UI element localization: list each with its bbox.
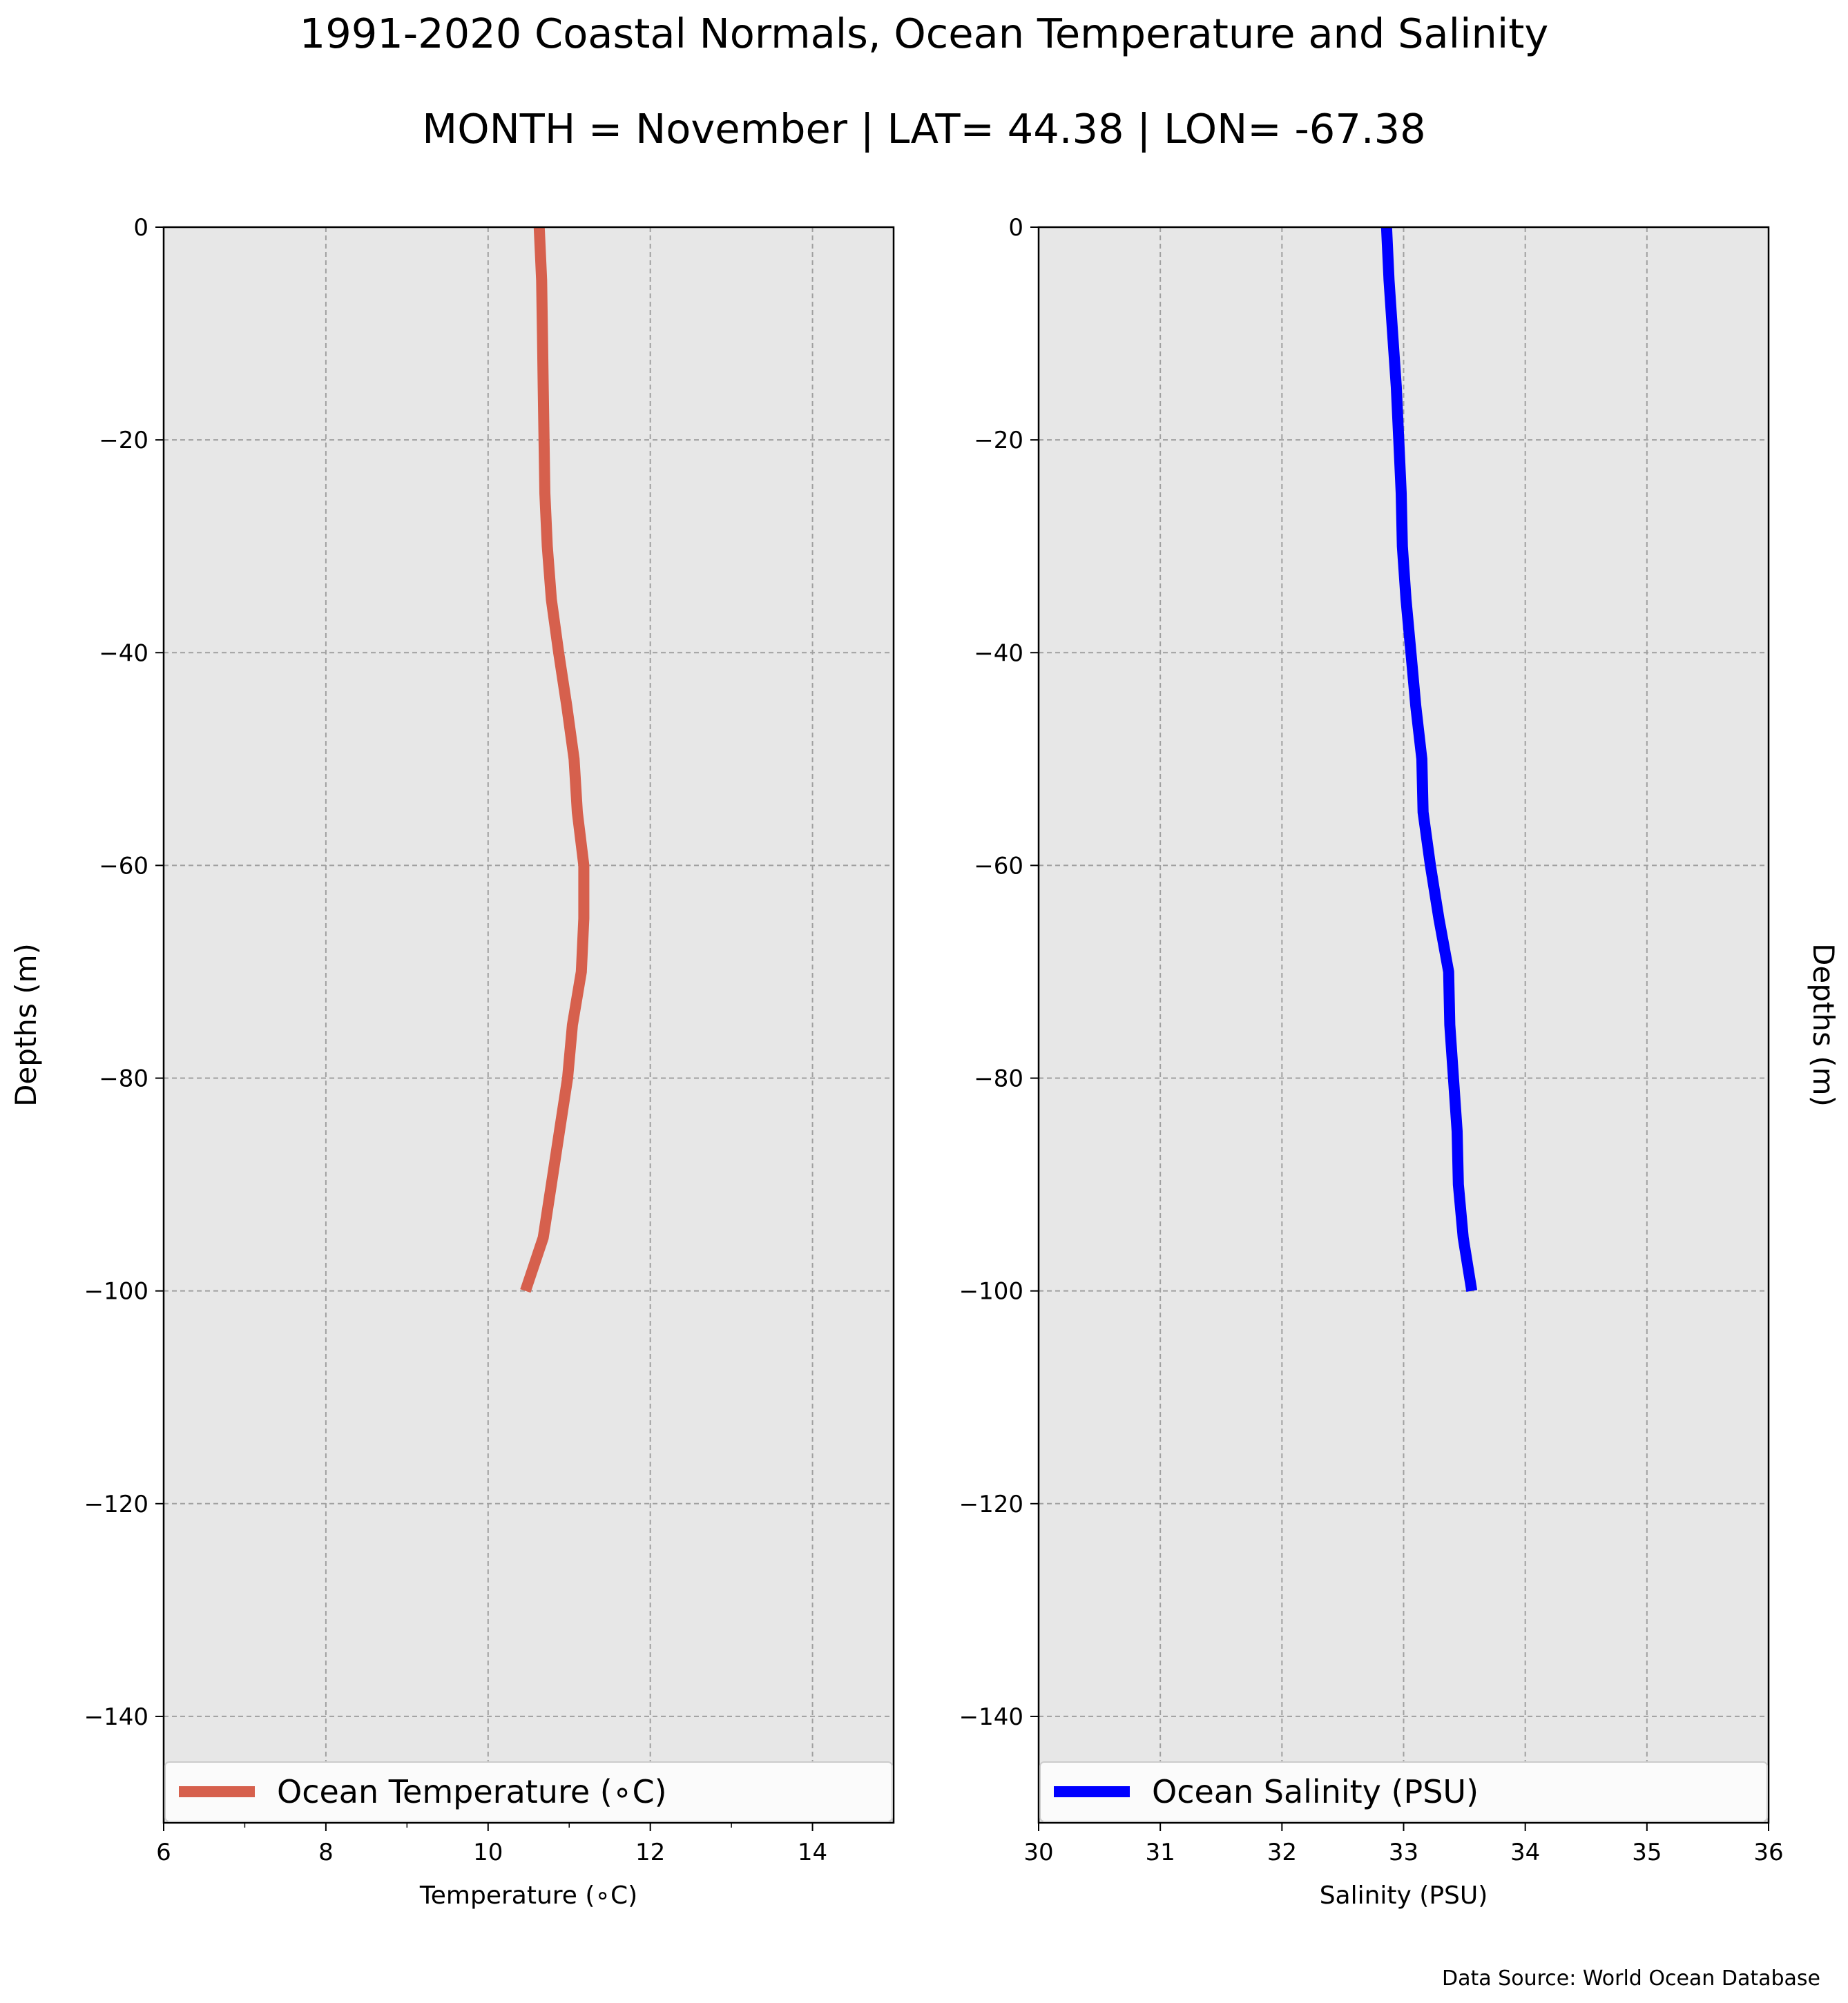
sal-xtick-label: 30	[1023, 1839, 1053, 1866]
temp-xtick-label: 6	[156, 1839, 171, 1866]
sal-legend-label: Ocean Salinity (PSU)	[1152, 1773, 1479, 1810]
sal-ytick-label: −40	[974, 639, 1023, 667]
sal-xtick-label: 31	[1146, 1839, 1175, 1866]
sal-chart: 30 31 32 33 34 35 36 0 −20 −40 −60 −80 −100 −120 −140 O…	[959, 214, 1840, 1910]
temp-xtick-label: 14	[798, 1839, 827, 1866]
temp-ytick-label: −80	[99, 1065, 148, 1093]
temp-ytick-label: 0	[133, 214, 148, 242]
data-source-note: Data Source: World Ocean Database	[1442, 1966, 1820, 1991]
sal-axes-frame	[1037, 226, 1770, 1824]
temp-ytick-label: −20	[99, 427, 148, 454]
chart-title: 1991-2020 Coastal Normals, Ocean Tempera…	[299, 10, 1549, 57]
temp-series-line	[520, 226, 590, 1293]
temp-legend-box	[164, 1761, 893, 1822]
temp-axes-frame	[162, 226, 895, 1824]
sal-ytick-label: −80	[974, 1065, 1023, 1093]
temp-ytick-label: −120	[84, 1491, 148, 1518]
sal-ytick-label: −120	[959, 1491, 1023, 1518]
temp-plot-area	[164, 227, 894, 1823]
sal-series-line	[1380, 226, 1478, 1292]
sal-xtick-label: 34	[1510, 1839, 1540, 1866]
sal-ytick-label: −60	[974, 852, 1023, 880]
sal-xlabel: Salinity (PSU)	[1320, 1881, 1488, 1910]
sal-xtick-label: 35	[1632, 1839, 1662, 1866]
sal-ylabel: Depths (m)	[1807, 943, 1840, 1107]
sal-ytick-label: −100	[959, 1278, 1023, 1306]
temp-legend: Ocean Temperature (∘C)	[164, 1761, 893, 1822]
sal-ytick-label: −20	[974, 427, 1023, 454]
chart-subtitle: MONTH = November | LAT= 44.38 | LON= -67…	[422, 105, 1426, 153]
temp-ytick-label: −40	[99, 639, 148, 667]
sal-xtick-label: 33	[1389, 1839, 1418, 1866]
sal-ytick-label: −140	[959, 1703, 1023, 1731]
temp-xlabel: Temperature (∘C)	[419, 1881, 637, 1910]
sal-legend: Ocean Salinity (PSU)	[1039, 1761, 1768, 1822]
temp-ytick-label: −100	[84, 1278, 148, 1306]
sal-ytick-label: 0	[1008, 214, 1023, 242]
sal-xtick-label: 36	[1753, 1839, 1783, 1866]
temp-xtick-label: 10	[473, 1839, 503, 1866]
temp-xtick-label: 12	[635, 1839, 665, 1866]
sal-xtick-label: 32	[1267, 1839, 1297, 1866]
temp-ytick-label: −140	[84, 1703, 148, 1731]
temp-xtick-label: 8	[318, 1839, 334, 1866]
temp-chart: 6 8 10 12 14 0 −20 −40 −60 −80 −100 −120 −140 Ocean T…	[9, 214, 895, 1910]
temp-ylabel: Depths (m)	[9, 943, 43, 1107]
temp-ytick-label: −60	[99, 852, 148, 880]
sal-legend-box	[1039, 1761, 1768, 1822]
temp-legend-label: Ocean Temperature (∘C)	[277, 1773, 667, 1810]
